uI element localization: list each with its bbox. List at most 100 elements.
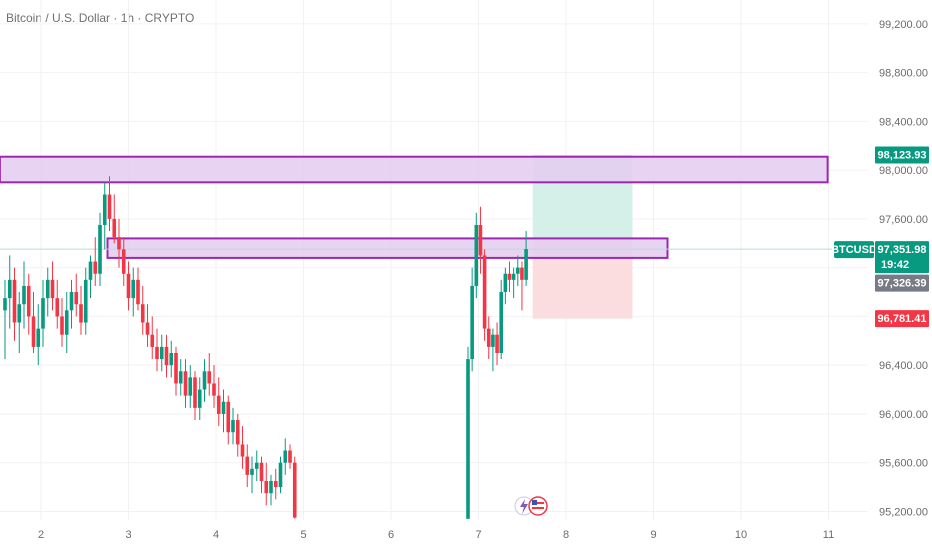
candle-down[interactable] [31,316,36,347]
candle-up[interactable] [499,292,503,353]
candle-up[interactable] [503,273,508,293]
candle-up[interactable] [466,359,470,519]
candle-down[interactable] [226,401,231,433]
candle-up[interactable] [474,224,479,286]
symbol-tag[interactable] [834,241,874,259]
candle-up[interactable] [197,389,202,408]
candle-up[interactable] [524,249,528,280]
candle-down[interactable] [193,377,197,408]
y-tick-label: 98,800.00 [879,68,928,80]
candle-up[interactable] [178,371,183,384]
candle-up[interactable] [516,267,520,274]
y-tick-label: 98,400.00 [879,116,928,128]
candle-down[interactable] [273,480,278,488]
zone-layer [0,155,868,319]
candle-up[interactable] [22,285,26,305]
candle-down[interactable] [507,273,512,280]
candle-up[interactable] [254,462,259,469]
candle-down[interactable] [174,352,178,384]
candle-up[interactable] [159,346,164,360]
candle-down[interactable] [55,298,60,317]
candle-down[interactable] [207,371,212,384]
candle-down[interactable] [292,462,297,518]
tag-layer: BTCUSD 98,123.93 97,351.98 19:42 97,326.39 96… [831,146,929,328]
candle-up[interactable] [17,304,22,323]
price-tag [875,241,929,274]
candle-down[interactable] [26,285,31,317]
candle-down[interactable] [140,304,145,323]
candle-up[interactable] [511,273,516,280]
lightning-icon [520,499,528,514]
price-tag-label: 96,781.41 [878,313,927,325]
candle-up[interactable] [202,371,207,390]
candle-up[interactable] [278,462,283,488]
candle-down[interactable] [259,462,264,481]
candle-down[interactable] [495,334,499,353]
candle-down[interactable] [12,279,17,323]
candle-down[interactable] [520,267,524,280]
candle-up[interactable] [88,261,93,280]
candle-down[interactable] [74,292,79,305]
y-tick-label: 96,400.00 [879,360,928,372]
us-flag-event-icon[interactable] [528,496,548,516]
candle-down[interactable] [212,383,216,396]
candle-up[interactable] [188,377,193,396]
candle-down[interactable] [150,334,155,347]
candle-down[interactable] [216,395,221,414]
candle-up[interactable] [3,298,7,311]
y-tick-label: 95,600.00 [879,458,928,470]
candle-down[interactable] [145,322,150,335]
candle-up[interactable] [102,194,107,225]
price-tag-label: 97,326.39 [878,278,927,290]
candle-up[interactable] [7,279,12,299]
y-tick-label: 99,200.00 [879,19,928,31]
candle-down[interactable] [121,249,126,274]
candle-down[interactable] [107,194,112,219]
candle-up[interactable] [221,401,226,414]
candle-up[interactable] [250,468,254,475]
candle-down[interactable] [50,279,55,299]
candle-down[interactable] [155,346,159,360]
candle-up[interactable] [269,480,273,494]
candle-up[interactable] [41,298,45,329]
candle-up[interactable] [283,450,288,463]
candle-down[interactable] [288,450,292,463]
candle-down[interactable] [126,273,131,299]
x-tick-label: 4 [213,529,219,541]
candle-down[interactable] [245,456,250,475]
price-tag-label: 97,351.98 [878,244,927,256]
candle-down[interactable] [478,224,483,256]
candle-down[interactable] [240,444,245,457]
candle-up[interactable] [169,352,174,366]
candle-up[interactable] [470,285,474,360]
candle-down[interactable] [117,237,121,250]
candle-up[interactable] [98,224,102,274]
event-icons[interactable] [514,496,548,516]
candle-down[interactable] [482,255,487,329]
candle-down[interactable] [112,218,117,238]
candle-up[interactable] [231,420,235,433]
candle-up[interactable] [64,310,69,335]
resistance-zone-2[interactable] [106,237,669,259]
candle-up[interactable] [83,279,88,323]
candle-down[interactable] [264,480,269,494]
candle-up[interactable] [69,292,74,311]
price-tag [875,146,929,164]
grid-layer [0,0,868,520]
candle-up[interactable] [131,279,136,299]
candle-down[interactable] [183,371,188,396]
price-tag [875,310,929,328]
candle-down[interactable] [486,328,491,347]
candle-up[interactable] [45,279,50,299]
candle-down[interactable] [79,304,83,323]
candle-down[interactable] [136,279,140,305]
candle-up[interactable] [491,334,495,347]
resistance-zone-1[interactable] [0,155,829,184]
x-tick-label: 5 [300,529,306,541]
candle-down[interactable] [164,346,169,366]
candle-down[interactable] [235,420,240,445]
candle-up[interactable] [36,328,41,347]
candle-down[interactable] [60,316,64,335]
candle-down[interactable] [93,261,98,274]
